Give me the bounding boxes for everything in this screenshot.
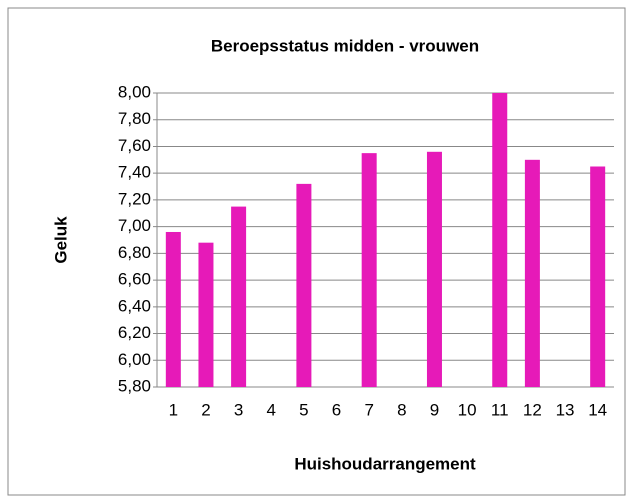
bar bbox=[524, 159, 540, 387]
x-tick-label: 14 bbox=[588, 400, 607, 419]
bar bbox=[426, 151, 442, 387]
bar bbox=[231, 206, 247, 387]
x-tick-label: 11 bbox=[491, 400, 509, 419]
y-tick-label: 6,80 bbox=[118, 243, 151, 262]
y-tick-label: 5,80 bbox=[118, 376, 151, 395]
bar bbox=[198, 242, 214, 387]
x-tick-label: 2 bbox=[201, 400, 210, 419]
chart-title: Beroepsstatus midden - vrouwen bbox=[211, 36, 479, 55]
y-tick-label: 7,60 bbox=[118, 136, 151, 155]
bar bbox=[492, 93, 508, 387]
x-tick-label: 12 bbox=[523, 400, 542, 419]
x-tick-label: 10 bbox=[458, 400, 477, 419]
bar bbox=[590, 166, 606, 387]
x-tick-label: 7 bbox=[364, 400, 373, 419]
x-tick-label: 6 bbox=[332, 400, 341, 419]
y-tick-label: 7,40 bbox=[118, 163, 151, 182]
y-tick-label: 6,00 bbox=[118, 350, 151, 369]
x-tick-label: 5 bbox=[299, 400, 308, 419]
x-tick-label: 3 bbox=[234, 400, 243, 419]
bar bbox=[361, 153, 377, 387]
chart-border bbox=[7, 7, 626, 496]
bar bbox=[165, 231, 181, 387]
y-tick-label: 6,40 bbox=[118, 296, 151, 315]
x-tick-label: 4 bbox=[267, 400, 276, 419]
x-tick-label: 9 bbox=[430, 400, 439, 419]
y-tick-label: 7,00 bbox=[118, 216, 151, 235]
y-tick-label: 8,00 bbox=[118, 82, 151, 101]
bar bbox=[296, 183, 312, 387]
x-tick-label: 13 bbox=[556, 400, 575, 419]
y-tick-label: 7,20 bbox=[118, 189, 151, 208]
y-tick-label: 6,20 bbox=[118, 323, 151, 342]
x-tick-label: 8 bbox=[397, 400, 406, 419]
x-tick-label: 1 bbox=[169, 400, 178, 419]
y-axis-label: Geluk bbox=[51, 216, 70, 264]
y-tick-label: 6,60 bbox=[118, 270, 151, 289]
x-axis-label: Huishoudarrangement bbox=[294, 454, 476, 473]
y-tick-label: 7,80 bbox=[118, 109, 151, 128]
